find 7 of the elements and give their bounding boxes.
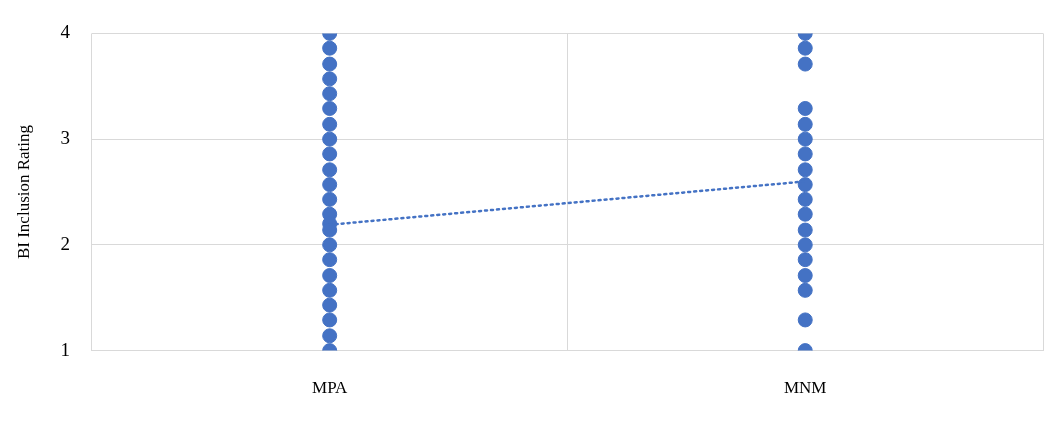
y-tick-label: 3 — [60, 127, 70, 149]
y-tick-label: 1 — [60, 338, 70, 360]
x-tick-label: MNM — [783, 378, 827, 398]
y-tick-label: 4 — [60, 21, 71, 43]
y-axis-title: BI Inclusion Rating — [13, 124, 33, 260]
y-tick-label: 2 — [60, 232, 70, 254]
x-tick-label: MPA — [312, 378, 349, 398]
